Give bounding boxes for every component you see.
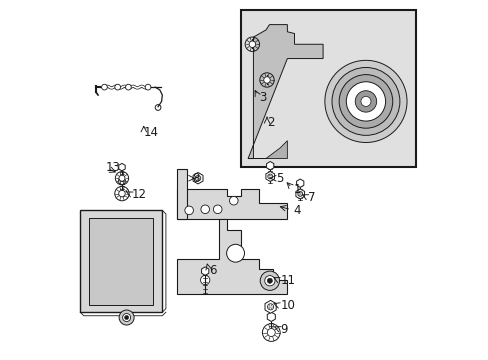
Circle shape (331, 67, 399, 135)
Text: 13: 13 (105, 161, 120, 174)
Polygon shape (247, 141, 287, 158)
Circle shape (201, 205, 209, 213)
Polygon shape (176, 219, 287, 294)
Circle shape (229, 197, 238, 205)
Circle shape (213, 205, 222, 213)
Polygon shape (80, 210, 162, 312)
Circle shape (354, 91, 376, 112)
Polygon shape (295, 189, 304, 199)
Circle shape (248, 41, 255, 48)
Circle shape (124, 315, 128, 320)
Polygon shape (296, 179, 303, 188)
Polygon shape (201, 267, 208, 275)
Text: 7: 7 (307, 191, 315, 204)
Text: 8: 8 (192, 172, 200, 185)
Circle shape (122, 314, 130, 321)
Circle shape (102, 84, 107, 90)
Circle shape (267, 278, 272, 283)
Text: 10: 10 (280, 299, 294, 312)
Text: 3: 3 (258, 91, 265, 104)
Polygon shape (119, 163, 125, 171)
Text: 11: 11 (280, 274, 295, 287)
Polygon shape (176, 169, 187, 219)
Text: 6: 6 (208, 264, 216, 276)
Circle shape (324, 60, 406, 143)
Circle shape (264, 276, 274, 286)
Circle shape (115, 84, 121, 90)
Polygon shape (265, 171, 274, 181)
Polygon shape (176, 189, 287, 219)
Circle shape (226, 244, 244, 262)
Polygon shape (247, 24, 323, 158)
Text: 2: 2 (266, 116, 274, 129)
Polygon shape (267, 312, 275, 321)
Circle shape (200, 275, 209, 285)
Text: 12: 12 (131, 188, 146, 201)
Text: 4: 4 (293, 204, 301, 217)
Text: 9: 9 (280, 323, 287, 336)
Polygon shape (266, 162, 273, 170)
Text: 1: 1 (293, 183, 301, 196)
Polygon shape (264, 300, 276, 313)
Polygon shape (89, 217, 153, 305)
Circle shape (145, 84, 151, 90)
Circle shape (267, 329, 275, 337)
Circle shape (339, 75, 392, 128)
Circle shape (346, 82, 385, 121)
Circle shape (125, 84, 131, 90)
Text: 14: 14 (143, 126, 159, 139)
FancyBboxPatch shape (241, 10, 415, 167)
Text: 5: 5 (275, 172, 283, 185)
Circle shape (360, 96, 370, 107)
Circle shape (260, 271, 279, 291)
Polygon shape (193, 172, 203, 184)
Circle shape (119, 310, 134, 325)
Circle shape (263, 77, 270, 83)
Circle shape (184, 206, 193, 215)
Polygon shape (119, 177, 125, 185)
Circle shape (119, 190, 125, 197)
Circle shape (119, 175, 125, 181)
